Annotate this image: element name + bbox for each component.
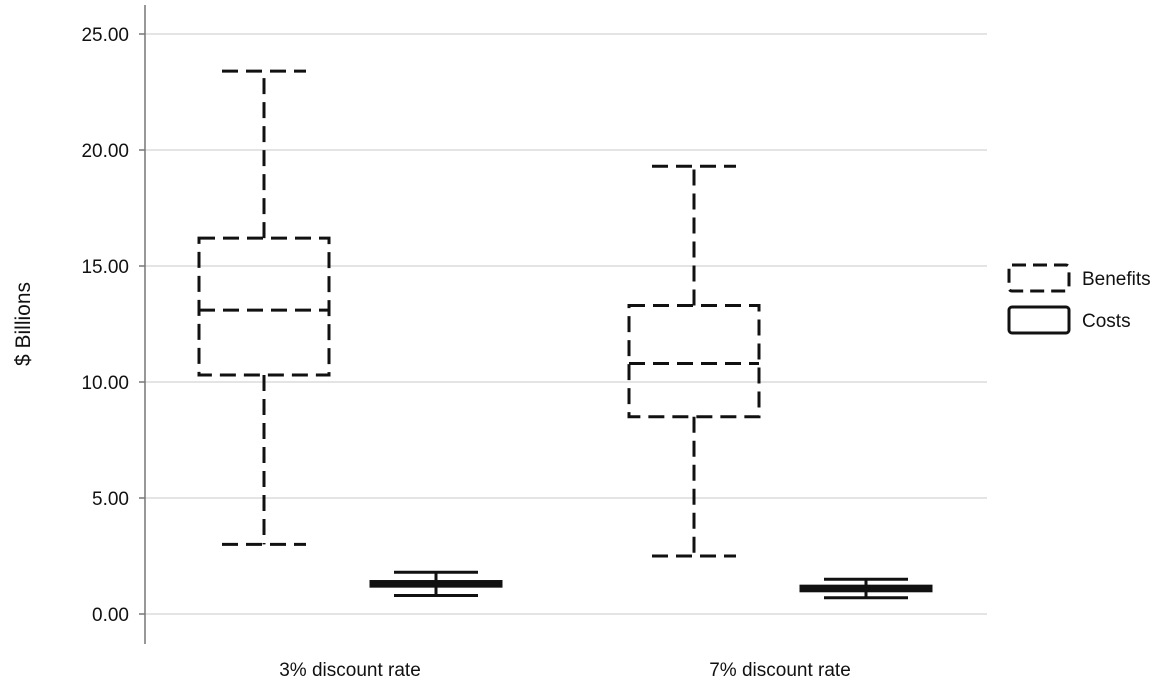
gridlines: [145, 33, 987, 615]
y-tick-label: 15.00: [81, 257, 129, 278]
y-tick-label: 25.00: [81, 25, 129, 46]
x-category-label: 7% discount rate: [709, 660, 851, 681]
box-costs-1: [369, 570, 503, 597]
y-tick-label: 20.00: [81, 141, 129, 162]
box-plots: [197, 69, 933, 600]
box-costs-2: [799, 577, 933, 600]
box-benefits-2: [627, 164, 761, 558]
legend: Benefits Costs: [1007, 263, 1151, 335]
x-axis-category-labels: 3% discount rate 7% discount rate: [279, 660, 851, 681]
legend-swatch: [1007, 263, 1071, 293]
y-axis-ticks: 0.00 5.00 10.00 15.00 20.00 25.00: [81, 25, 145, 626]
iqr-box: [197, 236, 331, 377]
y-axis-title: $ Billions: [12, 282, 35, 366]
y-tick-label: 0.00: [92, 605, 129, 626]
legend-item-benefits: Benefits: [1007, 263, 1151, 293]
legend-swatch: [1007, 305, 1071, 335]
y-tick-label: 5.00: [92, 489, 129, 510]
legend-label: Costs: [1082, 311, 1131, 332]
box-benefits-1: [197, 69, 331, 546]
legend-label: Benefits: [1082, 269, 1151, 290]
iqr-box: [627, 303, 761, 419]
y-tick-label: 10.00: [81, 373, 129, 394]
legend-item-costs: Costs: [1007, 305, 1131, 335]
x-category-label: 3% discount rate: [279, 660, 421, 681]
